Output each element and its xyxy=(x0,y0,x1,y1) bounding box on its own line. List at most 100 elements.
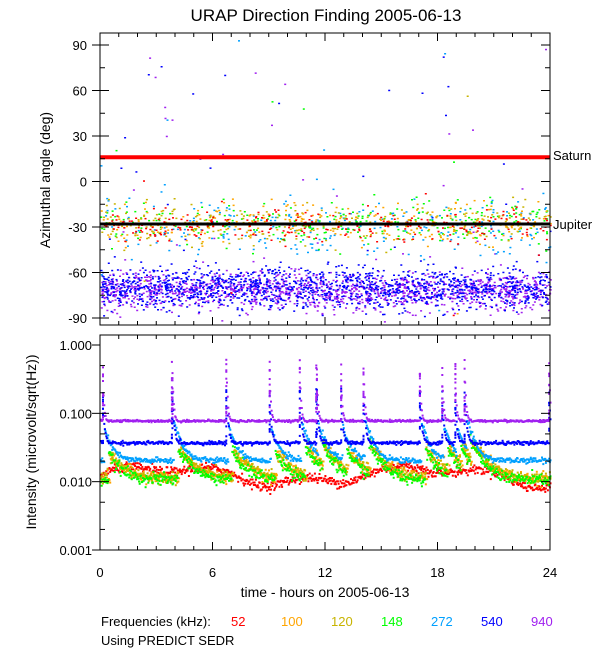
data-point-100 xyxy=(454,202,457,204)
data-point-540 xyxy=(413,291,416,293)
data-point-540 xyxy=(106,291,109,293)
data-point-540 xyxy=(456,291,459,293)
data-point-52 xyxy=(481,232,484,235)
data-point-540 xyxy=(265,265,268,267)
data-point-940 xyxy=(116,283,119,285)
data-point-940 xyxy=(516,293,519,296)
data-point-540 xyxy=(508,292,511,294)
data-point-272 xyxy=(349,213,352,215)
data-point-120 xyxy=(487,216,489,218)
data-point-52 xyxy=(256,484,259,487)
data-point-540 xyxy=(127,282,130,284)
data-point-52 xyxy=(315,237,318,239)
data-point-52 xyxy=(254,221,257,223)
data-point-540 xyxy=(309,278,312,280)
data-point-52 xyxy=(308,472,311,475)
data-point-100 xyxy=(105,476,108,479)
data-point-120 xyxy=(198,237,201,240)
data-point-52 xyxy=(362,473,365,476)
data-point-940 xyxy=(414,314,417,317)
data-point-120 xyxy=(334,211,337,214)
data-point-52 xyxy=(173,466,176,469)
data-point-52 xyxy=(210,219,213,221)
data-point-540 xyxy=(246,289,249,292)
data-point-148 xyxy=(402,230,405,232)
data-point-540 xyxy=(154,302,157,305)
data-point-540 xyxy=(493,285,496,287)
data-point-52 xyxy=(313,479,316,482)
data-point-940 xyxy=(133,306,136,308)
data-point-940 xyxy=(336,298,339,300)
data-point-940 xyxy=(292,289,294,291)
data-point-940 xyxy=(498,296,501,298)
data-point-100 xyxy=(142,475,144,478)
data-point-52 xyxy=(545,238,548,241)
data-point-540 xyxy=(267,272,270,274)
data-point-540 xyxy=(356,284,359,287)
data-point-940 xyxy=(149,280,152,282)
data-point-148 xyxy=(515,212,518,214)
data-point-52 xyxy=(207,465,210,468)
data-point-540 xyxy=(360,294,363,297)
data-point-940 xyxy=(213,273,216,275)
data-point-940 xyxy=(336,290,339,292)
data-point-940 xyxy=(224,286,227,288)
data-point-940 xyxy=(217,306,220,309)
data-point-940 xyxy=(405,287,408,290)
data-point-540 xyxy=(343,285,346,288)
data-point-540 xyxy=(519,283,522,286)
data-point-540 xyxy=(169,286,172,288)
data-point-540 xyxy=(141,267,144,269)
data-point-940 xyxy=(345,291,348,293)
data-point-540 xyxy=(480,269,483,272)
data-point-940 xyxy=(159,283,162,285)
data-point-540 xyxy=(285,284,288,286)
data-point-940 xyxy=(535,283,538,285)
data-point-940 xyxy=(375,258,378,261)
data-point-540 xyxy=(357,276,360,278)
data-point-52 xyxy=(144,217,147,220)
data-point-940 xyxy=(178,291,181,294)
data-point-272 xyxy=(492,220,495,223)
data-point-540 xyxy=(520,300,523,303)
data-point-940 xyxy=(534,280,536,282)
data-point-100 xyxy=(519,227,522,229)
data-point-272 xyxy=(252,248,255,251)
data-point-540 xyxy=(100,269,103,272)
data-point-540 xyxy=(397,292,400,294)
data-point-52 xyxy=(456,471,459,474)
data-point-540 xyxy=(524,302,527,304)
data-point-940 xyxy=(150,278,152,281)
data-point-540 xyxy=(307,291,310,294)
data-point-540 xyxy=(401,291,404,293)
data-point-540 xyxy=(504,302,506,304)
data-point-120 xyxy=(501,214,504,217)
data-point-940 xyxy=(217,293,220,295)
data-point-540 xyxy=(306,305,309,308)
data-point-540 xyxy=(194,293,197,296)
data-point-540 xyxy=(489,272,492,274)
data-point-52 xyxy=(422,470,425,473)
data-point-52 xyxy=(351,481,354,484)
data-point-272 xyxy=(449,213,452,215)
data-point-540 xyxy=(191,287,194,289)
data-point-540 xyxy=(391,288,394,290)
data-point-52 xyxy=(401,463,404,466)
data-point-540 xyxy=(440,296,443,298)
data-point-52 xyxy=(243,484,246,487)
data-point-540 xyxy=(129,269,132,271)
data-point-52 xyxy=(138,239,141,241)
data-point-540 xyxy=(541,290,544,292)
data-point-52 xyxy=(441,474,444,477)
data-point-940 xyxy=(215,284,218,286)
data-point-540 xyxy=(154,300,157,302)
data-point-940 xyxy=(116,280,118,282)
data-point-148 xyxy=(106,212,109,214)
data-point-540 xyxy=(171,273,174,275)
data-point-52 xyxy=(537,254,540,256)
data-point-100 xyxy=(120,234,123,237)
data-point-540 xyxy=(514,268,517,270)
data-point-540 xyxy=(240,284,243,286)
data-point-52 xyxy=(317,476,320,479)
data-point-940 xyxy=(266,295,269,298)
